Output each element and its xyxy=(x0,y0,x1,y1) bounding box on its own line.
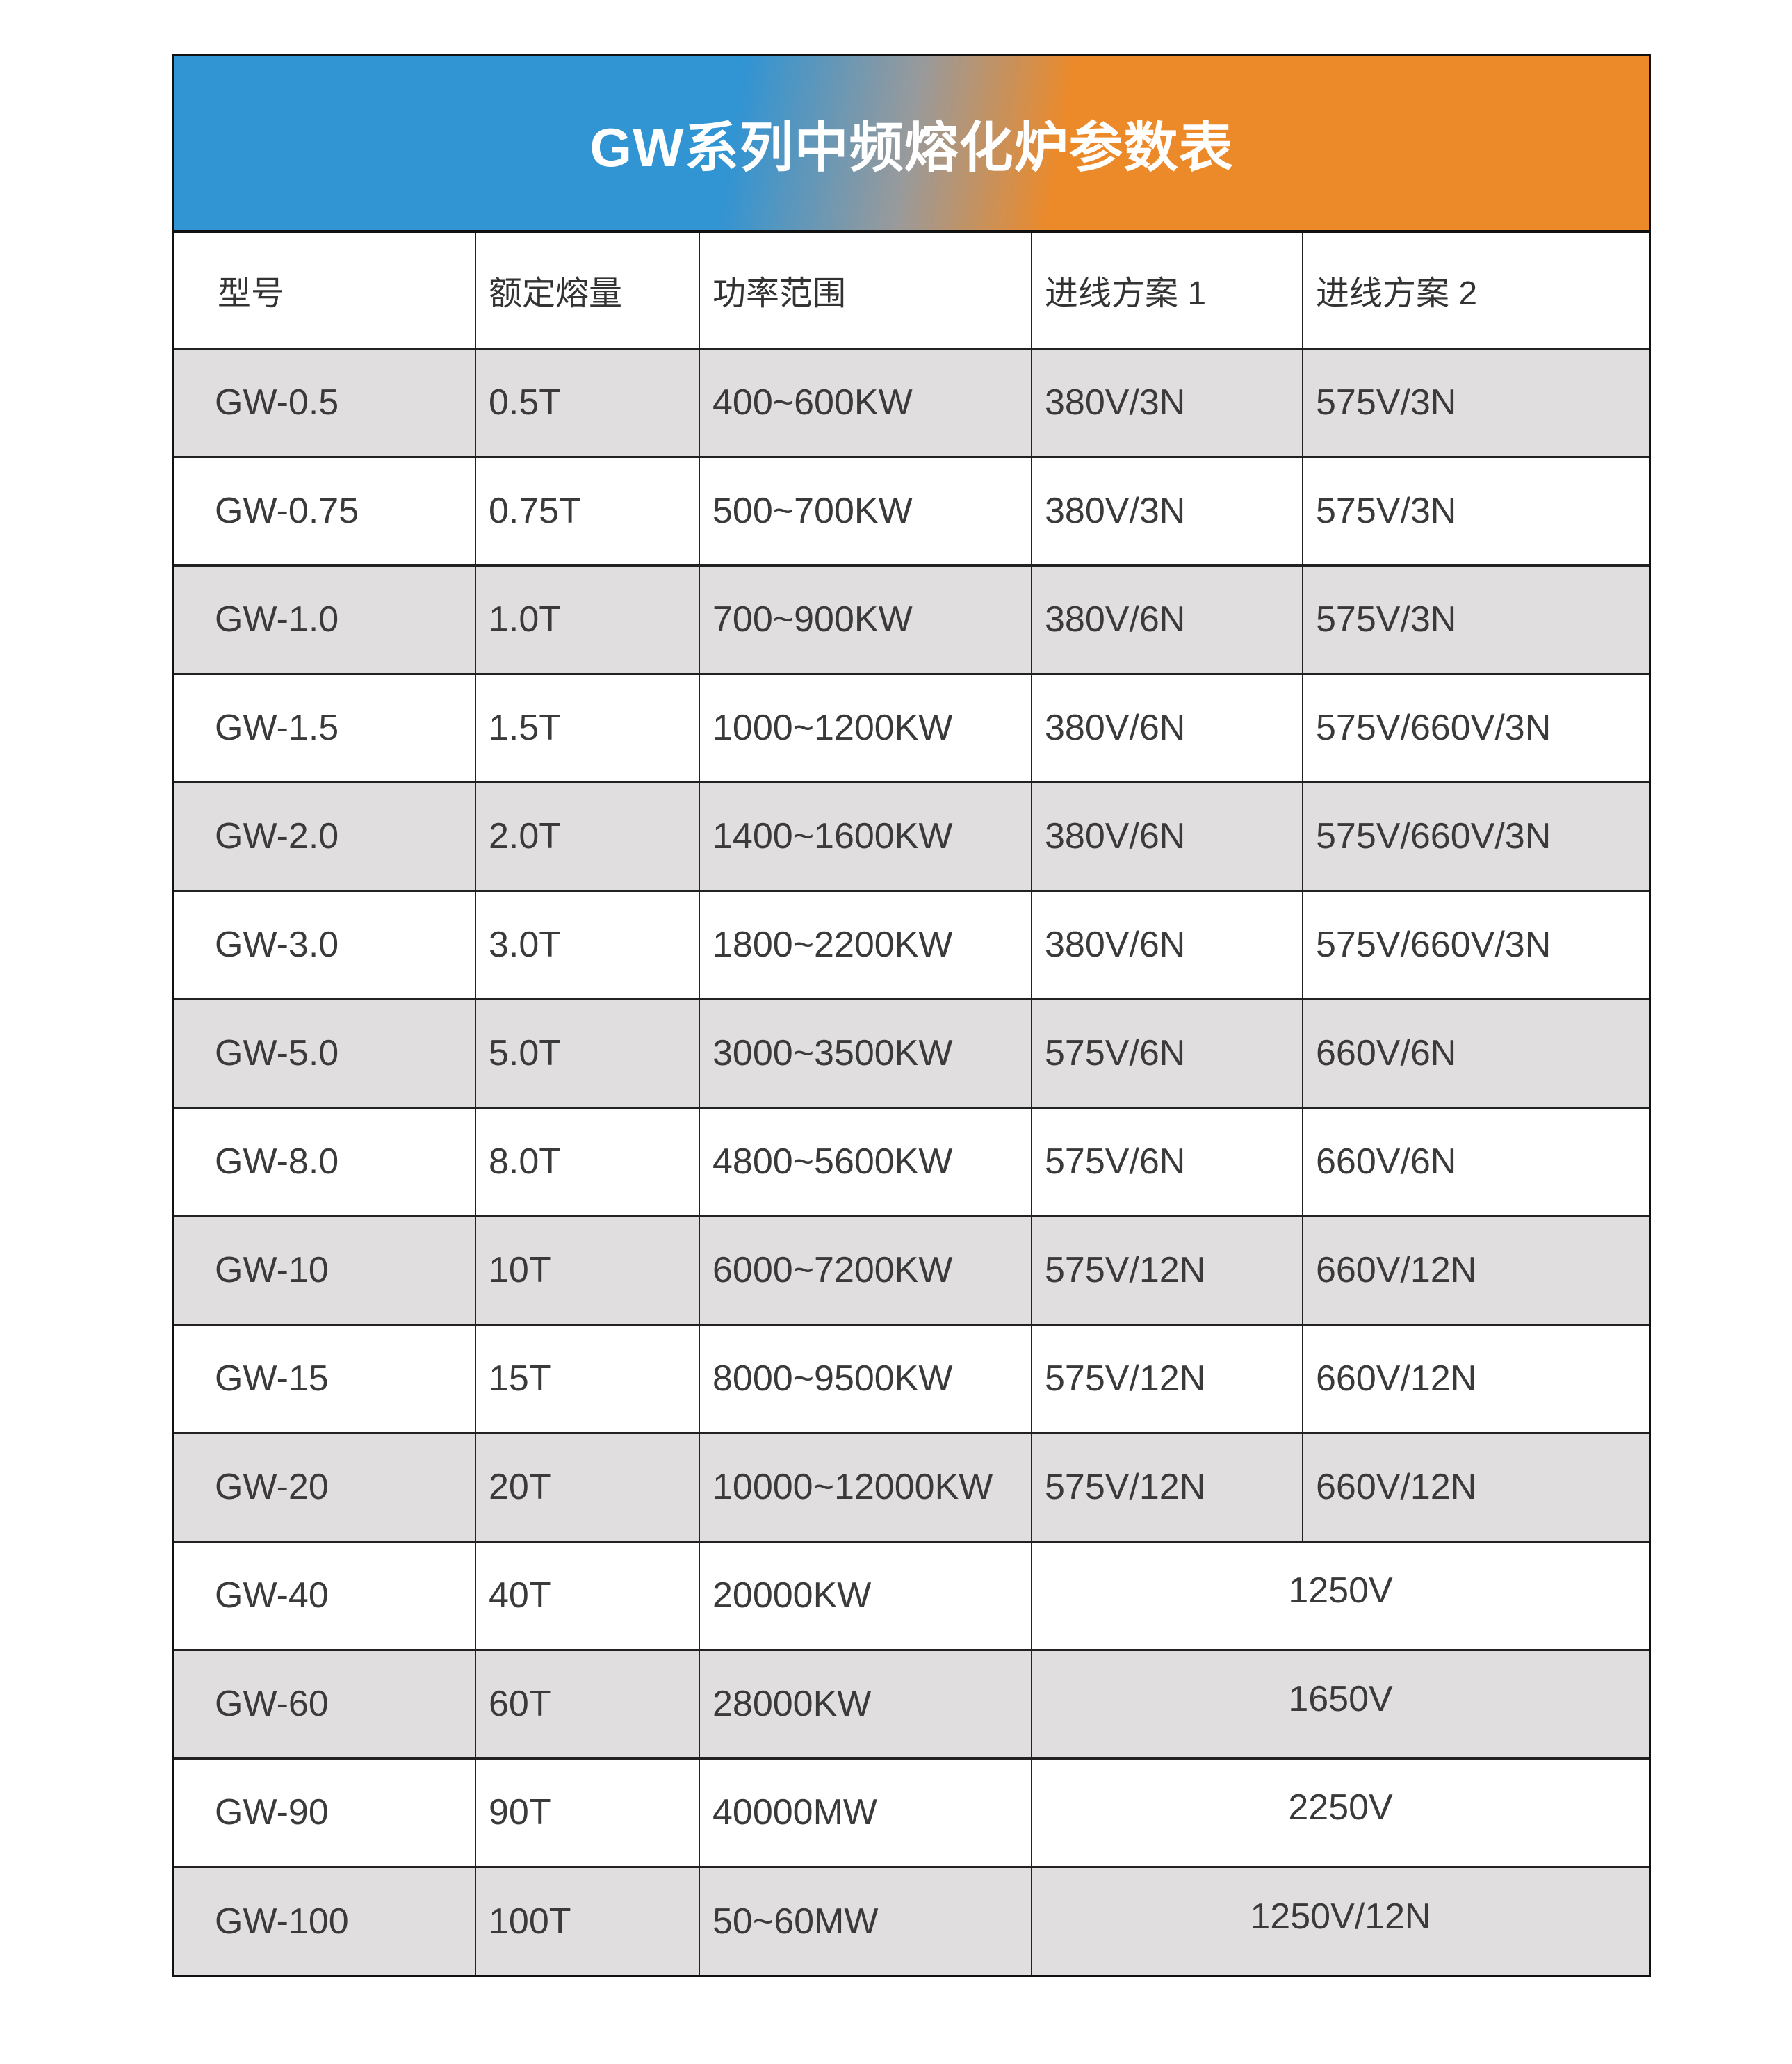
cell-model: GW-3.0 xyxy=(174,891,476,1000)
cell-power: 1000~1200KW xyxy=(699,674,1032,783)
table-row: GW-2.0 2.0T 1400~1600KW 380V/6N 575V/660V/3N xyxy=(174,782,1649,892)
cell-power: 8000~9500KW xyxy=(699,1324,1032,1434)
cell-inlet2: 575V/660V/3N xyxy=(1303,891,1649,1000)
cell-capacity: 1.0T xyxy=(475,565,700,675)
cell-inlet2: 660V/12N xyxy=(1303,1216,1649,1326)
table-row: GW-0.5 0.5T 400~600KW 380V/3N 575V/3N xyxy=(174,348,1649,458)
cell-model: GW-15 xyxy=(174,1324,476,1434)
cell-capacity: 0.5T xyxy=(475,348,700,458)
cell-capacity: 5.0T xyxy=(475,999,700,1109)
cell-power: 50~60MW xyxy=(699,1867,1032,1975)
cell-inlet2: 660V/12N xyxy=(1303,1324,1649,1434)
cell-model: GW-8.0 xyxy=(174,1107,476,1217)
header-inlet1: 进线方案 1 xyxy=(1032,233,1303,350)
table-row: GW-20 20T 10000~12000KW 575V/12N 660V/12N xyxy=(174,1433,1649,1543)
cell-inlet2: 575V/660V/3N xyxy=(1303,782,1649,892)
cell-model: GW-1.0 xyxy=(174,565,476,675)
cell-inlet1: 575V/12N xyxy=(1032,1433,1303,1543)
table-row: GW-100 100T 50~60MW 1250V/12N xyxy=(174,1867,1649,1975)
header-row: 型号 额定熔量 功率范围 进线方案 1 进线方案 2 xyxy=(174,233,1649,350)
cell-power: 1400~1600KW xyxy=(699,782,1032,892)
cell-model: GW-5.0 xyxy=(174,999,476,1109)
cell-inlet2: 575V/3N xyxy=(1303,457,1649,567)
table-row: GW-3.0 3.0T 1800~2200KW 380V/6N 575V/660V/3N xyxy=(174,891,1649,1000)
header-inlet2: 进线方案 2 xyxy=(1303,233,1649,350)
cell-model: GW-40 xyxy=(174,1541,476,1651)
cell-capacity: 20T xyxy=(475,1433,700,1543)
cell-power: 6000~7200KW xyxy=(699,1216,1032,1326)
cell-capacity: 0.75T xyxy=(475,457,700,567)
cell-capacity: 1.5T xyxy=(475,674,700,783)
cell-model: GW-1.5 xyxy=(174,674,476,783)
cell-inlet2: 660V/6N xyxy=(1303,999,1649,1109)
cell-inlet-merged: 1250V xyxy=(1032,1541,1649,1651)
title-banner: GW系列中频熔化炉参数表 xyxy=(174,56,1649,233)
cell-power: 28000KW xyxy=(699,1650,1032,1760)
cell-power: 3000~3500KW xyxy=(699,999,1032,1109)
cell-model: GW-10 xyxy=(174,1216,476,1326)
table-row: GW-60 60T 28000KW 1650V xyxy=(174,1650,1649,1760)
table-row: GW-15 15T 8000~9500KW 575V/12N 660V/12N xyxy=(174,1324,1649,1434)
parameter-table-sheet: GW系列中频熔化炉参数表 型号 额定熔量 功率范围 进线方案 1 进线方案 2 … xyxy=(172,54,1651,1977)
cell-model: GW-100 xyxy=(174,1867,476,1975)
cell-model: GW-90 xyxy=(174,1758,476,1868)
parameter-table: 型号 额定熔量 功率范围 进线方案 1 进线方案 2 GW-0.5 0.5T 400… xyxy=(174,233,1649,1975)
cell-capacity: 2.0T xyxy=(475,782,700,892)
cell-power: 4800~5600KW xyxy=(699,1107,1032,1217)
cell-inlet1: 575V/12N xyxy=(1032,1216,1303,1326)
table-title: GW系列中频熔化炉参数表 xyxy=(589,117,1234,178)
table-row: GW-90 90T 40000MW 2250V xyxy=(174,1758,1649,1868)
cell-power: 400~600KW xyxy=(699,348,1032,458)
cell-inlet1: 575V/6N xyxy=(1032,999,1303,1109)
cell-inlet1: 380V/6N xyxy=(1032,565,1303,675)
cell-model: GW-60 xyxy=(174,1650,476,1760)
table-row: GW-40 40T 20000KW 1250V xyxy=(174,1541,1649,1651)
cell-inlet-merged: 2250V xyxy=(1032,1758,1649,1868)
cell-power: 700~900KW xyxy=(699,565,1032,675)
cell-model: GW-0.5 xyxy=(174,348,476,458)
cell-inlet2: 660V/6N xyxy=(1303,1107,1649,1217)
cell-inlet1: 575V/6N xyxy=(1032,1107,1303,1217)
cell-model: GW-2.0 xyxy=(174,782,476,892)
header-power: 功率范围 xyxy=(699,233,1032,350)
table-row: GW-10 10T 6000~7200KW 575V/12N 660V/12N xyxy=(174,1216,1649,1326)
cell-model: GW-0.75 xyxy=(174,457,476,567)
cell-inlet1: 380V/6N xyxy=(1032,891,1303,1000)
header-model: 型号 xyxy=(174,233,476,350)
cell-power: 10000~12000KW xyxy=(699,1433,1032,1543)
cell-capacity: 40T xyxy=(475,1541,700,1651)
cell-capacity: 10T xyxy=(475,1216,700,1326)
cell-power: 1800~2200KW xyxy=(699,891,1032,1000)
cell-capacity: 90T xyxy=(475,1758,700,1868)
cell-model: GW-20 xyxy=(174,1433,476,1543)
cell-inlet2: 575V/3N xyxy=(1303,348,1649,458)
cell-inlet2: 575V/3N xyxy=(1303,565,1649,675)
cell-power: 500~700KW xyxy=(699,457,1032,567)
cell-inlet-merged: 1650V xyxy=(1032,1650,1649,1760)
table-row: GW-8.0 8.0T 4800~5600KW 575V/6N 660V/6N xyxy=(174,1107,1649,1217)
table-row: GW-1.0 1.0T 700~900KW 380V/6N 575V/3N xyxy=(174,565,1649,675)
cell-inlet-merged: 1250V/12N xyxy=(1032,1867,1649,1975)
cell-inlet2: 660V/12N xyxy=(1303,1433,1649,1543)
cell-power: 40000MW xyxy=(699,1758,1032,1868)
cell-inlet1: 380V/6N xyxy=(1032,782,1303,892)
table-row: GW-5.0 5.0T 3000~3500KW 575V/6N 660V/6N xyxy=(174,999,1649,1109)
cell-capacity: 3.0T xyxy=(475,891,700,1000)
cell-inlet2: 575V/660V/3N xyxy=(1303,674,1649,783)
cell-capacity: 60T xyxy=(475,1650,700,1760)
cell-inlet1: 380V/3N xyxy=(1032,457,1303,567)
table-row: GW-1.5 1.5T 1000~1200KW 380V/6N 575V/660V/3N xyxy=(174,674,1649,783)
cell-inlet1: 380V/3N xyxy=(1032,348,1303,458)
cell-inlet1: 380V/6N xyxy=(1032,674,1303,783)
cell-inlet1: 575V/12N xyxy=(1032,1324,1303,1434)
cell-capacity: 8.0T xyxy=(475,1107,700,1217)
table-row: GW-0.75 0.75T 500~700KW 380V/3N 575V/3N xyxy=(174,457,1649,567)
cell-capacity: 100T xyxy=(475,1867,700,1975)
cell-power: 20000KW xyxy=(699,1541,1032,1651)
cell-capacity: 15T xyxy=(475,1324,700,1434)
header-capacity: 额定熔量 xyxy=(475,233,700,350)
